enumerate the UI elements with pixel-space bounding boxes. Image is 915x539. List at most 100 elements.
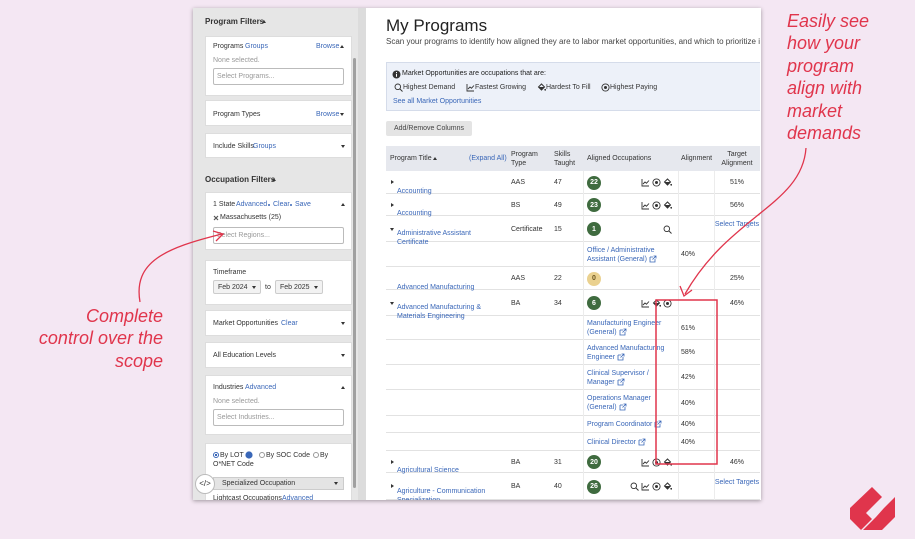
row-icon [663, 482, 672, 490]
row-icon [641, 458, 650, 466]
cell-border [678, 340, 679, 365]
market-icon [466, 84, 475, 92]
occupation-badge[interactable] [587, 296, 601, 310]
occupation-name[interactable]: Program Coordinator [587, 420, 665, 429]
occupation-badge[interactable] [587, 175, 601, 190]
filter-panel [205, 100, 352, 126]
link[interactable]: Advanced [282, 495, 314, 500]
program-title[interactable]: Agriculture - Communication Specializati… [397, 487, 486, 501]
table-row [386, 473, 760, 500]
child-row [386, 416, 760, 433]
cell-border [678, 451, 679, 473]
select-value: Feb 2025 [280, 284, 310, 291]
caret [340, 113, 344, 116]
external-link-icon [619, 403, 626, 411]
program-title[interactable]: Agricultural Science [397, 467, 459, 474]
occupation-name[interactable]: Advanced Manufacturing Engineer [587, 344, 665, 361]
occupation-badge[interactable] [587, 479, 601, 494]
select[interactable] [275, 280, 323, 294]
program-title[interactable]: Accounting [397, 187, 432, 195]
annotation-line: Easily see [787, 11, 870, 31]
cell-border [583, 194, 584, 216]
radio[interactable] [259, 452, 265, 458]
link[interactable]: Clear [281, 320, 298, 327]
caret [252, 286, 256, 289]
row-icon [663, 200, 672, 209]
caret [391, 484, 394, 488]
link[interactable]: Groups [245, 43, 268, 50]
occupation-badge[interactable] [587, 198, 601, 212]
cell-border [583, 267, 584, 290]
program-type: Certificate [511, 225, 543, 233]
child-row [386, 316, 760, 340]
occupation-name[interactable]: Office / Administrative Assistant (Gener… [587, 246, 665, 264]
filter-note: None selected. [213, 398, 260, 405]
program-title[interactable]: Advanced Manufacturing & Materials Engin… [397, 304, 482, 320]
logo [850, 487, 895, 530]
occupation-name[interactable]: Clinical Director [587, 438, 665, 447]
target-alignment[interactable]: Select Targets [714, 221, 760, 228]
filter-panel [205, 310, 352, 336]
link[interactable]: (Expand All) [469, 155, 507, 162]
caret [341, 322, 345, 325]
link[interactable]: Browse [316, 111, 340, 118]
radio[interactable] [213, 452, 219, 458]
target-alignment[interactable]: Select Targets [714, 478, 760, 486]
code-button[interactable] [195, 474, 215, 494]
filter-label: Industries [213, 384, 244, 391]
radio[interactable] [313, 452, 319, 458]
input-placeholder: Select Industries... [217, 414, 275, 421]
row-icon [663, 457, 672, 466]
external-link-icon [617, 378, 625, 386]
link[interactable]: Save [295, 201, 311, 208]
program-title[interactable]: Accounting [397, 210, 432, 217]
filter-label: Lightcast Occupations [213, 495, 282, 500]
link[interactable]: Browse [316, 43, 340, 50]
row-icon [641, 201, 650, 209]
occupation-alignment: 40% [681, 399, 696, 407]
skills-count: 31 [554, 458, 562, 466]
separator-dot [268, 204, 270, 206]
link[interactable]: Groups [253, 143, 276, 150]
occupation-badge[interactable] [587, 222, 601, 236]
cell-border [583, 390, 584, 416]
text-input[interactable] [213, 409, 344, 426]
occupation-alignment: 40% [681, 421, 696, 428]
cell-border [714, 416, 715, 433]
cell-border [714, 316, 715, 340]
occupation-count: 6 [592, 299, 596, 307]
link[interactable]: Advanced [245, 384, 277, 391]
occupation-name[interactable]: Operations Manager (General) [587, 395, 651, 411]
table-row [386, 290, 760, 316]
occupation-badge[interactable] [587, 271, 601, 286]
filter-panel [205, 443, 352, 500]
filter-label: Program Types [213, 111, 261, 118]
program-type: BA [511, 483, 521, 490]
program-title[interactable]: Administrative Assistant Certificate [397, 230, 471, 246]
link[interactable]: Advanced [236, 201, 268, 208]
text-input[interactable] [213, 68, 344, 85]
link[interactable]: See all Market Opportunities [393, 98, 482, 105]
row-icon [663, 178, 672, 186]
button[interactable] [386, 121, 472, 136]
info-icon [392, 70, 401, 79]
caret [334, 482, 338, 485]
occupation-count: 0 [592, 275, 596, 282]
occupation-badge[interactable] [587, 455, 601, 469]
market-item: Highest Paying [610, 84, 658, 91]
program-title[interactable]: Advanced Manufacturing [397, 283, 475, 291]
cell-border [678, 416, 679, 433]
remove-chip [213, 215, 219, 221]
occupation-name[interactable]: Manufacturing Engineer (General) [587, 320, 662, 336]
cell-border [714, 433, 715, 451]
link[interactable]: Clear [273, 201, 290, 208]
occupation-name[interactable]: Clinical Supervisor / Manager [587, 369, 649, 386]
market-intro: Market Opportunities are occupations tha… [402, 70, 546, 77]
caret [390, 227, 394, 231]
market-icon [601, 83, 610, 92]
annotation-line: program [787, 55, 855, 76]
occupation-count: 26 [590, 483, 598, 490]
annotation-line: control over the [38, 328, 163, 349]
program-type: BS [511, 201, 521, 209]
